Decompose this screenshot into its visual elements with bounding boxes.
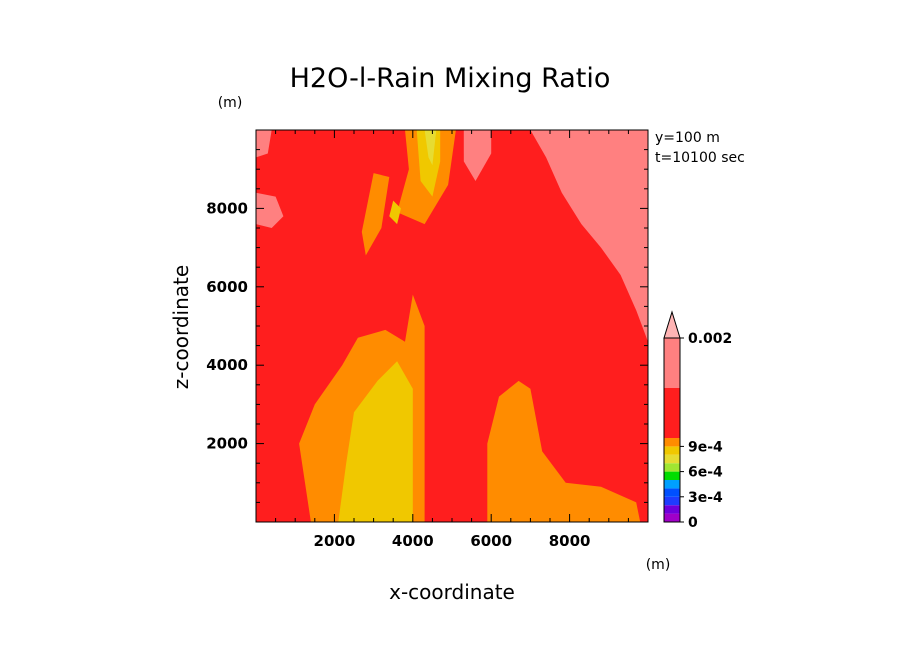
colorbar-segment <box>664 454 680 464</box>
chart-title: H2O-l-Rain Mixing Ratio <box>290 63 611 94</box>
region-upper-left-streak <box>361 173 390 256</box>
plot-area: 2000 4000 6000 8000 2000 4000 6000 8000 <box>206 129 649 550</box>
region-upper-right-high-band <box>530 130 648 342</box>
colorbar-tick-label: 3e-4 <box>688 490 723 506</box>
region-upper-central-max <box>424 130 437 166</box>
contour-regions <box>256 130 648 522</box>
region-lower-left-core <box>338 361 413 522</box>
colorbar-segment <box>664 488 680 497</box>
info-time: t=10100 sec <box>655 150 745 166</box>
colorbar-frame <box>663 337 681 523</box>
region-lower-right-plume <box>487 380 641 522</box>
x-axis-label: x-coordinate <box>389 580 515 604</box>
colorbar-tick-label: 0.002 <box>688 331 732 347</box>
x-tick-label: 6000 <box>470 532 512 550</box>
x-tick-label: 2000 <box>314 532 356 550</box>
x-axis-ticks: 2000 4000 6000 8000 <box>275 130 629 550</box>
colorbar-tick-label: 6e-4 <box>688 465 723 481</box>
region-left-edge-high-patch <box>256 192 284 228</box>
region-left-top-high-patch <box>256 130 272 158</box>
colorbar-segment <box>664 505 680 514</box>
colorbar-tick-label: 9e-4 <box>688 439 723 455</box>
y-tick-label: 6000 <box>206 278 248 296</box>
y-axis-ticks: 2000 4000 6000 8000 <box>206 149 648 503</box>
y-axis-label: z-coordinate <box>169 265 193 389</box>
info-y-position: y=100 m <box>655 130 720 146</box>
colorbar-segment <box>664 471 680 480</box>
colorbar-segment <box>664 388 680 438</box>
colorbar: 0 3e-4 6e-4 9e-4 0.002 <box>663 310 732 531</box>
colorbar-segment <box>664 438 680 447</box>
y-axis-unit: (m) <box>218 95 243 111</box>
y-tick-label: 2000 <box>206 435 248 453</box>
region-upper-left-core <box>389 200 401 225</box>
colorbar-segment <box>664 480 680 489</box>
y-tick-label: 8000 <box>206 199 248 217</box>
x-tick-label: 8000 <box>549 532 591 550</box>
colorbar-segment <box>664 338 680 388</box>
colorbar-segment <box>664 446 680 455</box>
colorbar-segment <box>664 513 680 522</box>
colorbar-extension-triangle <box>663 310 681 339</box>
colorbar-segment <box>664 463 680 472</box>
x-axis-unit: (m) <box>646 557 671 573</box>
y-tick-label: 4000 <box>206 356 248 374</box>
colorbar-tick-label: 0 <box>688 515 698 531</box>
region-upper-mid-high-streak <box>463 130 492 181</box>
colorbar-segment <box>664 496 680 506</box>
x-tick-label: 4000 <box>392 532 434 550</box>
